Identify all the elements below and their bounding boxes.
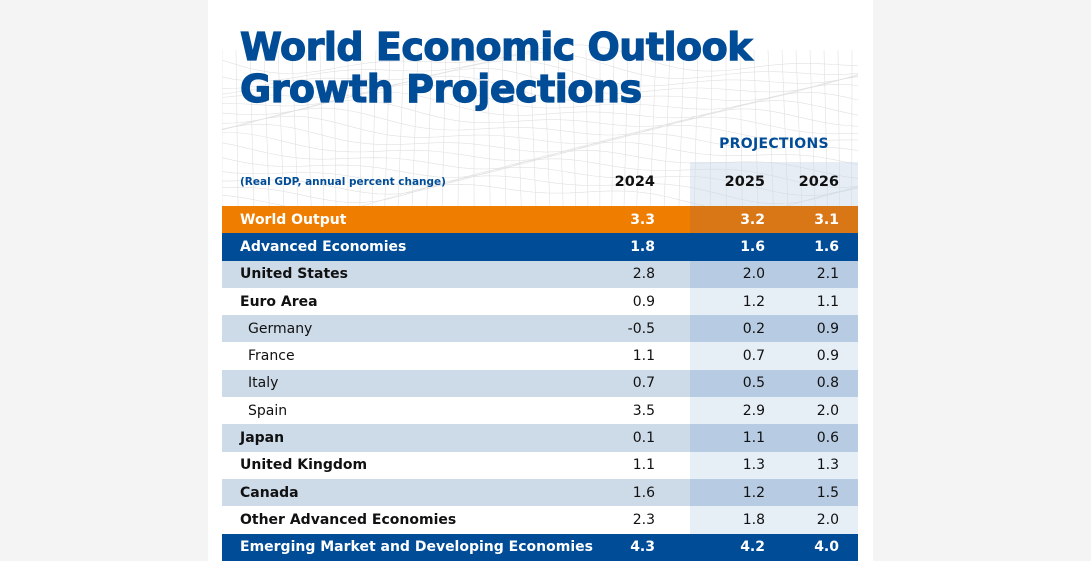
value-2025: 1.6 [740,238,765,255]
row-label: Advanced Economies [240,238,407,255]
row-label: Canada [240,484,299,501]
projection-cell-bg [690,451,858,479]
projections-label: PROJECTIONS [719,136,829,152]
year-header-2024: 2024 [614,174,655,190]
table-row: Emerging Market and Developing Economies… [222,533,858,561]
row-label: Germany [248,320,313,337]
value-2025: 1.8 [742,511,765,528]
table-row: France 1.1 0.7 0.9 [222,342,858,370]
table-row: World Output 3.3 3.2 3.1 [222,206,858,234]
value-2026: 2.0 [816,511,839,528]
row-label: France [248,348,295,365]
value-2025: 1.3 [742,457,765,474]
value-2024: 4.3 [630,539,655,556]
table-subtitle: (Real GDP, annual percent change) [240,176,446,188]
value-2025: 4.2 [740,539,765,556]
row-label: World Output [240,211,347,228]
value-2025: 0.5 [742,375,765,392]
value-2026: 1.5 [816,484,839,501]
row-label: United States [240,266,348,283]
projection-cell-bg [690,397,858,425]
value-2024: 0.7 [632,375,655,392]
value-2024: 0.9 [632,293,655,310]
projection-cell-bg [690,342,858,370]
value-2024: 3.3 [630,211,655,228]
document-page: World Economic Outlook Growth Projection… [208,0,873,561]
value-2024: 1.8 [630,238,655,255]
value-2024: 1.1 [632,457,655,474]
value-2024: 2.3 [632,511,655,528]
value-2026: 1.1 [816,293,839,310]
value-2025: 1.2 [742,484,765,501]
value-2025: 2.0 [742,266,765,283]
projection-cell-bg [690,533,858,561]
value-2026: 0.9 [816,348,839,365]
wave-mesh-background [222,44,858,206]
projection-cell-bg [690,478,858,507]
value-2024: 1.6 [632,484,655,501]
projection-cell-bg [690,260,858,288]
value-2026: 0.9 [816,320,839,337]
table-row: Italy 0.7 0.5 0.8 [222,369,858,398]
page-title: World Economic Outlook Growth Projection… [239,25,753,111]
value-2026: 2.0 [816,402,839,419]
value-2024: -0.5 [627,320,655,337]
growth-table: World Output 3.3 3.2 3.1 Advanced Economies 1… [222,206,858,561]
value-2024: 0.1 [632,430,655,447]
projection-cell-bg [690,287,858,316]
year-header-2026: 2026 [798,174,839,190]
value-2026: 0.8 [816,375,839,392]
row-label: Other Advanced Economies [240,511,457,528]
value-2026: 1.6 [814,238,839,255]
value-2025: 2.9 [742,402,765,419]
table-row: Other Advanced Economies 2.3 1.8 2.0 [222,506,858,534]
row-label: Emerging Market and Developing Economies [240,539,593,556]
table-row: Canada 1.6 1.2 1.5 [222,478,858,507]
value-2025: 0.2 [742,320,765,337]
table-row: Advanced Economies 1.8 1.6 1.6 [222,233,858,261]
table-row: Germany -0.5 0.2 0.9 [222,315,858,343]
value-2026: 4.0 [814,539,839,556]
value-2026: 0.6 [816,430,839,447]
table-row: United States 2.8 2.0 2.1 [222,260,858,288]
projections-header-band [690,162,858,206]
projection-cell-bg [690,506,858,534]
row-label: Spain [248,402,288,419]
projection-cell-bg [690,206,858,234]
table-row: United Kingdom 1.1 1.3 1.3 [222,451,858,479]
value-2025: 1.2 [742,293,765,310]
projection-cell-bg [690,369,858,398]
value-2024: 3.5 [632,402,655,419]
row-label: Italy [248,375,279,392]
table-row: Euro Area 0.9 1.2 1.1 [222,287,858,316]
table-row: Japan 0.1 1.1 0.6 [222,424,858,452]
year-header-2025: 2025 [724,174,765,190]
projection-cell-bg [690,233,858,261]
title-line-1: World Economic Outlook [239,25,753,69]
value-2026: 1.3 [816,457,839,474]
row-label: Euro Area [240,293,318,310]
value-2026: 3.1 [814,211,839,228]
value-2024: 2.8 [632,266,655,283]
value-2025: 0.7 [742,348,765,365]
value-2025: 1.1 [742,430,765,447]
projection-cell-bg [690,424,858,452]
title-line-2: Growth Projections [239,67,642,111]
projection-cell-bg [690,315,858,343]
value-2026: 2.1 [816,266,839,283]
row-label: Japan [240,430,285,447]
table-row: Spain 3.5 2.9 2.0 [222,397,858,425]
value-2025: 3.2 [740,211,765,228]
row-label: United Kingdom [240,457,368,474]
value-2024: 1.1 [632,348,655,365]
